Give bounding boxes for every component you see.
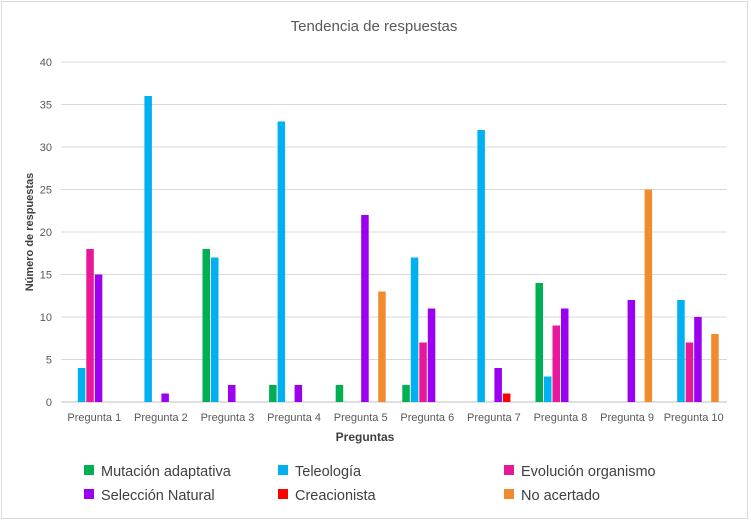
- legend-label: Creacionista: [295, 488, 377, 504]
- y-tick-label: 30: [40, 142, 52, 154]
- legend-label: No acertado: [521, 488, 600, 504]
- legend-swatch: [504, 465, 514, 475]
- legend-label: Mutación adaptativa: [101, 464, 232, 480]
- bar: [86, 249, 94, 402]
- bars: [77, 96, 719, 402]
- legend-swatch: [278, 489, 288, 499]
- x-tick-label: Pregunta 6: [400, 412, 454, 424]
- y-tick-label: 35: [40, 100, 52, 112]
- bar: [402, 385, 410, 402]
- legend-swatch: [504, 489, 514, 499]
- bar: [294, 385, 303, 402]
- x-tick-label: Pregunta 9: [600, 412, 654, 424]
- bar: [202, 249, 210, 402]
- bar: [494, 368, 502, 402]
- x-tick-label: Pregunta 7: [467, 412, 521, 424]
- bar: [144, 96, 152, 402]
- bar: [685, 342, 694, 402]
- bar: [561, 308, 569, 402]
- legend-label: Teleología: [295, 464, 362, 480]
- bar: [535, 283, 543, 402]
- bar: [228, 385, 236, 402]
- y-tick-label: 10: [40, 312, 52, 324]
- x-tick-label: Pregunta 8: [534, 412, 588, 424]
- legend-label: Selección Natural: [101, 488, 215, 504]
- bar: [277, 121, 286, 402]
- bar: [378, 291, 386, 402]
- bar: [544, 376, 552, 402]
- y-tick-label: 0: [46, 397, 52, 409]
- bar: [711, 334, 719, 402]
- gridlines: [61, 61, 727, 403]
- y-tick-label: 40: [40, 57, 52, 69]
- legend-swatch: [84, 465, 94, 475]
- x-axis-label: Preguntas: [336, 430, 395, 444]
- y-tick-label: 25: [40, 185, 52, 197]
- legend: Mutación adaptativa Teleología Evolución o…: [84, 464, 656, 504]
- bar: [77, 368, 86, 402]
- bar: [335, 385, 344, 402]
- bar: [419, 342, 427, 402]
- legend-label: Evolución organismo: [521, 464, 656, 480]
- legend-swatch: [84, 489, 94, 499]
- y-tick-label: 20: [40, 227, 52, 239]
- bar: [552, 325, 560, 402]
- bar: [410, 257, 419, 402]
- bar: [477, 130, 485, 402]
- x-tick-label: Pregunta 4: [267, 412, 321, 424]
- bar: [361, 215, 369, 402]
- legend-swatch: [278, 465, 288, 475]
- chart-title: Tendencia de respuestas: [291, 18, 458, 35]
- bar: [627, 300, 636, 402]
- x-tick-labels: Pregunta 1 Pregunta 2 Pregunta 3 Pregunta 4…: [67, 412, 723, 424]
- bar: [94, 274, 103, 402]
- bar: [269, 385, 277, 402]
- bar: [211, 257, 219, 402]
- x-tick-label: Pregunta 3: [201, 412, 255, 424]
- x-tick-label: Pregunta 5: [334, 412, 388, 424]
- bar: [161, 393, 169, 402]
- x-tick-label: Pregunta 1: [67, 412, 121, 424]
- y-tick-label: 15: [40, 270, 52, 282]
- y-axis-label: Número de respuestas: [24, 173, 36, 292]
- bar: [427, 308, 436, 402]
- y-tick-labels: 0 5 10 15 20 25 30 35 40: [40, 57, 52, 409]
- bar: [694, 317, 702, 402]
- y-tick-label: 5: [46, 355, 52, 367]
- bar: [644, 189, 653, 402]
- bar: [677, 300, 685, 402]
- x-tick-label: Pregunta 10: [664, 412, 724, 424]
- bar: [502, 393, 511, 402]
- x-tick-label: Pregunta 2: [134, 412, 188, 424]
